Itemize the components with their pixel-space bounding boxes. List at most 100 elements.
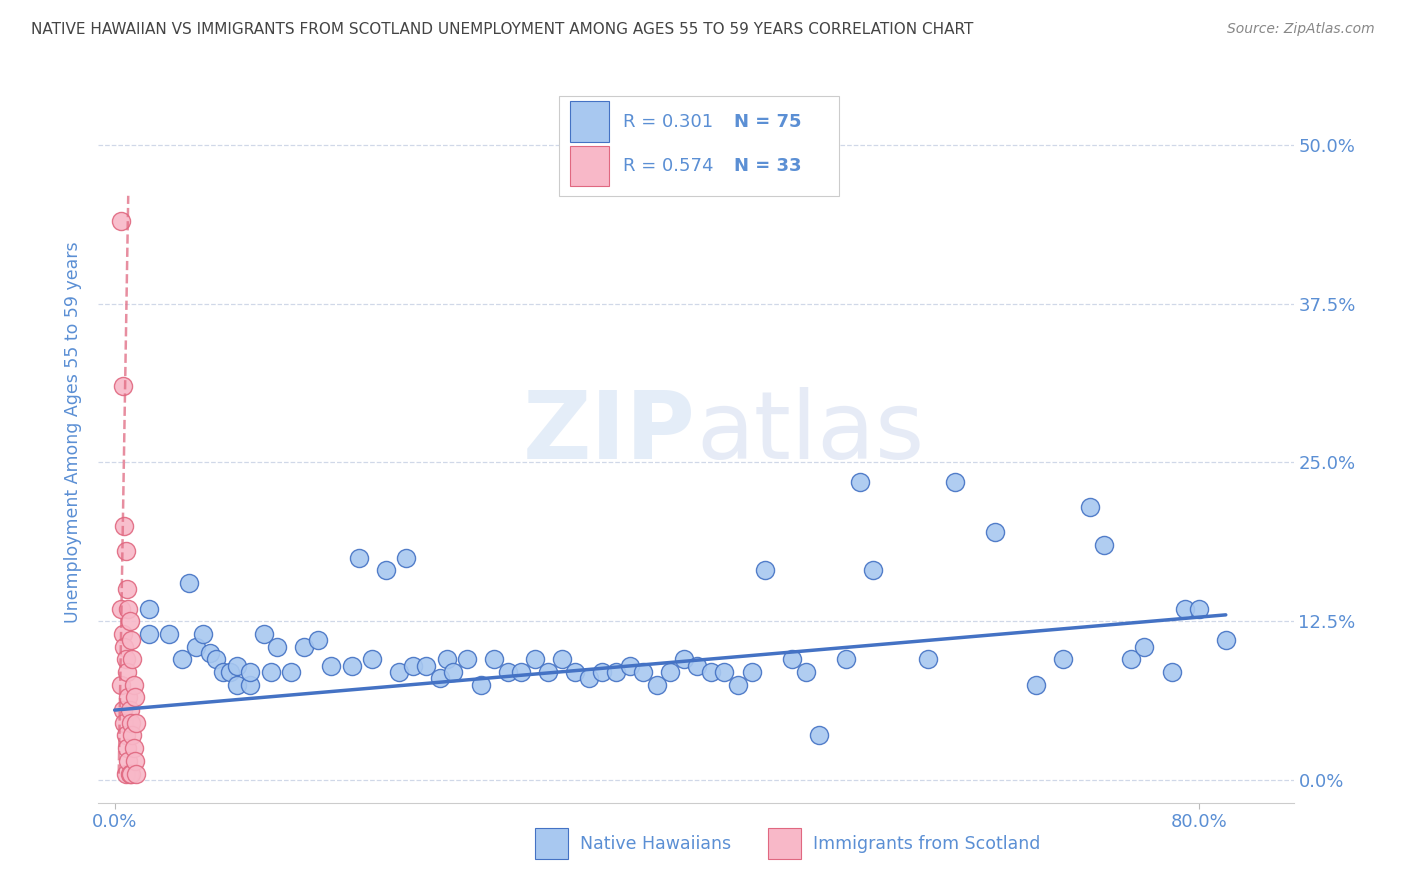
Point: [205, 652, 228, 666]
Point: [1133, 640, 1156, 654]
Point: [114, 544, 136, 558]
Point: [118, 766, 141, 780]
Point: [111, 627, 134, 641]
Point: [551, 652, 574, 666]
Point: [118, 614, 141, 628]
Point: [741, 665, 763, 679]
Point: [280, 665, 302, 679]
Point: [117, 690, 139, 705]
Text: R = 0.301: R = 0.301: [623, 112, 713, 130]
Point: [578, 671, 600, 685]
Text: NATIVE HAWAIIAN VS IMMIGRANTS FROM SCOTLAND UNEMPLOYMENT AMONG AGES 55 TO 59 YEA: NATIVE HAWAIIAN VS IMMIGRANTS FROM SCOTL…: [31, 22, 973, 37]
Point: [482, 652, 505, 666]
Point: [111, 703, 134, 717]
Point: [112, 640, 135, 654]
Text: atlas: atlas: [696, 386, 924, 479]
Point: [138, 627, 160, 641]
Point: [239, 678, 262, 692]
Point: [191, 627, 214, 641]
Point: [1174, 601, 1197, 615]
Point: [115, 665, 138, 679]
Point: [727, 678, 749, 692]
Point: [1092, 538, 1115, 552]
Point: [1215, 633, 1237, 648]
Point: [253, 627, 276, 641]
Text: ZIP: ZIP: [523, 386, 696, 479]
Point: [1078, 500, 1101, 514]
Point: [239, 665, 262, 679]
Point: [110, 678, 132, 692]
Point: [713, 665, 735, 679]
Point: [225, 678, 247, 692]
Point: [114, 766, 136, 780]
Point: [659, 665, 682, 679]
Point: [198, 646, 221, 660]
Point: [619, 658, 641, 673]
Point: [266, 640, 288, 654]
Y-axis label: Unemployment Among Ages 55 to 59 years: Unemployment Among Ages 55 to 59 years: [65, 242, 83, 624]
Point: [496, 665, 519, 679]
Point: [114, 652, 136, 666]
Point: [125, 766, 148, 780]
Point: [121, 729, 143, 743]
Text: N = 75: N = 75: [734, 112, 801, 130]
Point: [340, 658, 363, 673]
Point: [686, 658, 709, 673]
Point: [645, 678, 668, 692]
Point: [470, 678, 492, 692]
Point: [537, 665, 560, 679]
Point: [110, 214, 132, 228]
Point: [172, 652, 194, 666]
Point: [117, 754, 139, 768]
Point: [307, 633, 329, 648]
FancyBboxPatch shape: [558, 95, 839, 195]
Text: Source: ZipAtlas.com: Source: ZipAtlas.com: [1227, 22, 1375, 37]
Point: [388, 665, 411, 679]
Point: [157, 627, 180, 641]
Point: [374, 563, 396, 577]
Point: [441, 665, 464, 679]
Point: [111, 379, 134, 393]
Point: [402, 658, 425, 673]
Point: [1188, 601, 1211, 615]
Point: [122, 741, 145, 756]
Point: [415, 658, 437, 673]
Point: [179, 576, 201, 591]
Point: [780, 652, 803, 666]
Point: [138, 601, 160, 615]
Point: [361, 652, 384, 666]
Point: [112, 715, 135, 730]
Point: [347, 550, 370, 565]
Point: [754, 563, 776, 577]
Point: [118, 703, 141, 717]
Point: [120, 766, 142, 780]
Point: [225, 658, 247, 673]
Point: [395, 550, 418, 565]
Point: [564, 665, 586, 679]
Point: [124, 690, 146, 705]
Point: [117, 601, 139, 615]
Point: [1160, 665, 1182, 679]
FancyBboxPatch shape: [534, 828, 568, 859]
Point: [592, 665, 614, 679]
Point: [115, 582, 138, 597]
Point: [121, 652, 143, 666]
Point: [917, 652, 939, 666]
Point: [456, 652, 478, 666]
Point: [984, 525, 1007, 540]
Point: [259, 665, 281, 679]
Point: [184, 640, 207, 654]
Text: Immigrants from Scotland: Immigrants from Scotland: [813, 835, 1040, 853]
Point: [510, 665, 533, 679]
Text: N = 33: N = 33: [734, 157, 801, 175]
Point: [1119, 652, 1142, 666]
Point: [114, 729, 136, 743]
Point: [794, 665, 817, 679]
Point: [120, 715, 142, 730]
Point: [1025, 678, 1047, 692]
Point: [631, 665, 654, 679]
Point: [120, 633, 142, 648]
Point: [1052, 652, 1074, 666]
Point: [436, 652, 458, 666]
Point: [115, 741, 138, 756]
